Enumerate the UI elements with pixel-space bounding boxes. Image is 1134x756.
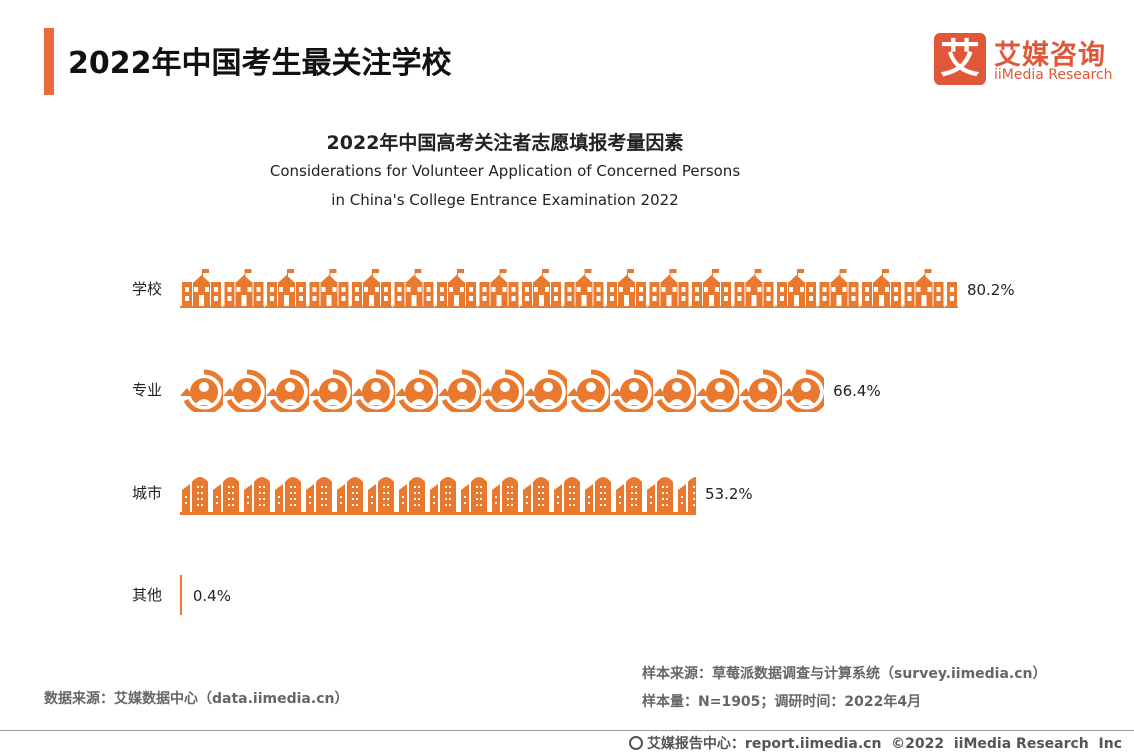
logo-en: iiMedia Research [994,67,1113,83]
chart-subtitle-1: Considerations for Volunteer Application… [269,162,741,180]
category-label: 城市 [132,484,162,502]
value-label: 80.2% [967,281,1015,299]
footer-divider [0,730,1134,731]
sample-source: 样本来源：草莓派数据调查与计算系统（survey.iimedia.cn） [642,666,1047,682]
page-title: 2022年中国考生最关注学校 [68,46,452,81]
chart-subtitle-2: in China's College Entrance Examination … [331,191,679,209]
pictograph-bar-chart: 学校 80.2% 专业 66.4% 城市 53.2% 其他 0.4% [132,268,1015,615]
bar-building-icon [180,575,182,615]
bar-person-cycle-icon [180,368,825,412]
globe-icon [628,736,643,750]
category-label: 学校 [132,280,162,298]
logo-mark: 艾 [934,33,986,85]
category-label: 专业 [132,381,162,399]
chart-title: 2022年中国高考关注者志愿填报考量因素 [326,132,684,154]
title-accent-bar [44,28,54,95]
footer-text: 艾媒报告中心：report.iimedia.cn ©2022 iiMedia R… [646,736,1122,752]
category-label: 其他 [132,586,162,604]
sample-size: 样本量：N=1905；调研时间：2022年4月 [642,694,922,710]
footer: 艾媒报告中心：report.iimedia.cn ©2022 iiMedia R… [628,733,1122,753]
bar-school-icon [180,268,958,310]
logo-cn: 艾媒咨询 [994,40,1106,71]
data-source: 数据来源：艾媒数据中心（data.iimedia.cn） [44,691,349,707]
value-label: 66.4% [833,382,881,400]
value-label: 0.4% [193,587,231,605]
value-label: 53.2% [705,485,753,503]
bar-building-icon [180,470,697,516]
logo: 艾 艾媒咨询 iiMedia Research [934,33,1114,88]
